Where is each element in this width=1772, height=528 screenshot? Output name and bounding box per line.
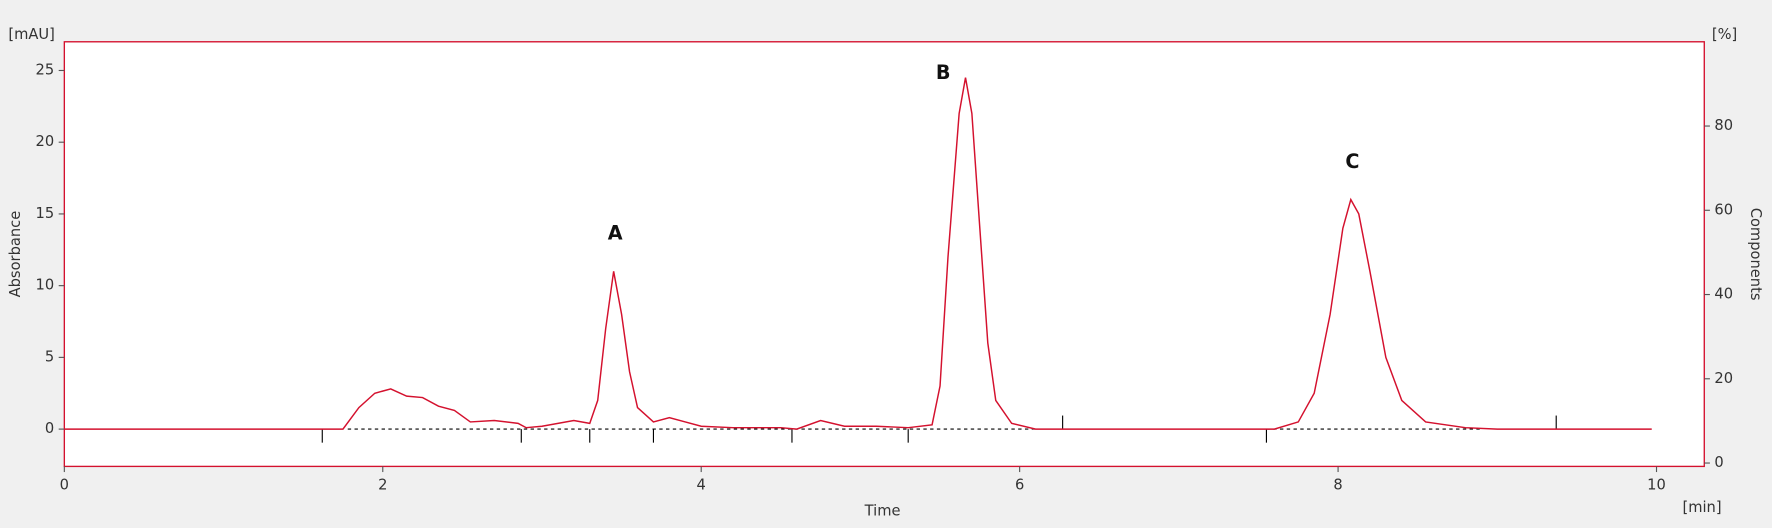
y-unit: [mAU]	[8, 26, 54, 43]
y2-tick-label: 0	[1714, 454, 1723, 471]
y-tick-label: 0	[45, 420, 54, 437]
peak-label: A	[608, 222, 623, 245]
y2-axis-label: Components	[1747, 208, 1764, 301]
y-tick-label: 25	[36, 61, 55, 78]
y-tick-label: 20	[36, 133, 55, 150]
x-tick-label: 2	[378, 477, 387, 494]
x-unit: [min]	[1682, 499, 1721, 516]
y-tick-label: 10	[36, 277, 55, 294]
y-tick-label: 15	[36, 205, 55, 222]
y2-tick-label: 40	[1714, 286, 1733, 303]
x-axis-label: Time	[864, 503, 901, 520]
x-tick-label: 6	[1015, 477, 1024, 494]
y2-tick-label: 60	[1714, 201, 1733, 218]
y-tick-label: 5	[45, 348, 54, 365]
plot-area	[63, 41, 1705, 468]
signal-line	[64, 77, 1652, 430]
x-tick-label: 8	[1333, 477, 1342, 494]
y-axis-label: Absorbance	[7, 211, 24, 298]
y2-unit: [%]	[1712, 26, 1737, 43]
peak-label: C	[1345, 150, 1359, 173]
x-tick-label: 0	[60, 477, 69, 494]
y2-tick-label: 20	[1714, 370, 1733, 387]
x-tick-label: 4	[697, 477, 706, 494]
x-tick-label: 10	[1647, 477, 1666, 494]
y2-tick-label: 80	[1714, 117, 1733, 134]
peak-label: B	[936, 61, 951, 84]
